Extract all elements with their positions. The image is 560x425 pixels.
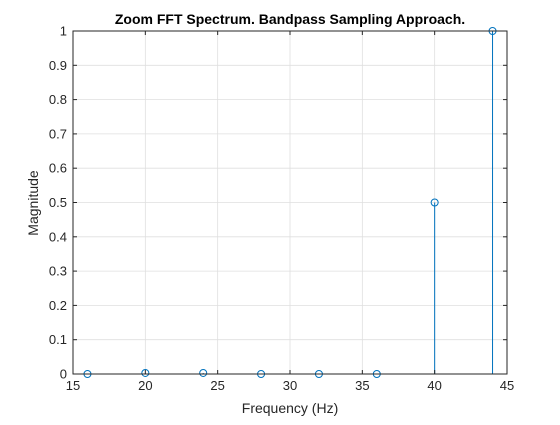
y-tick-label: 0.3 [49,264,67,279]
y-tick-label: 0.4 [49,229,67,244]
x-tick-label: 20 [138,378,152,393]
stem-marker [430,198,439,207]
y-tick-label: 0.5 [49,195,67,210]
x-axis-label: Frequency (Hz) [242,400,338,416]
y-tick-label: 0.1 [49,332,67,347]
x-tick-label: 35 [355,378,369,393]
grid [72,30,508,375]
x-tick-label: 45 [500,378,514,393]
y-tick-label: 0 [60,367,67,382]
y-tick-label: 0.6 [49,161,67,176]
stem-marker [141,368,150,377]
y-tick-label: 0.8 [49,92,67,107]
x-tick-label: 25 [210,378,224,393]
chart-title: Zoom FFT Spectrum. Bandpass Sampling App… [115,11,465,27]
y-tick-label: 0.9 [49,58,67,73]
x-tick-label: 30 [283,378,297,393]
y-tick-label: 0.7 [49,126,67,141]
x-tick-label: 15 [66,378,80,393]
ticks: 15 20 25 30 35 40 45 0 0.1 0.2 0.3 0.4 0.5 0.6 0.7 0.8 0… [49,24,514,394]
y-tick-label: 1 [60,24,67,39]
y-axis-label: Magnitude [25,170,41,236]
x-tick-label: 40 [427,378,441,393]
y-tick-label: 0.2 [49,298,67,313]
stem-marker [199,368,208,377]
